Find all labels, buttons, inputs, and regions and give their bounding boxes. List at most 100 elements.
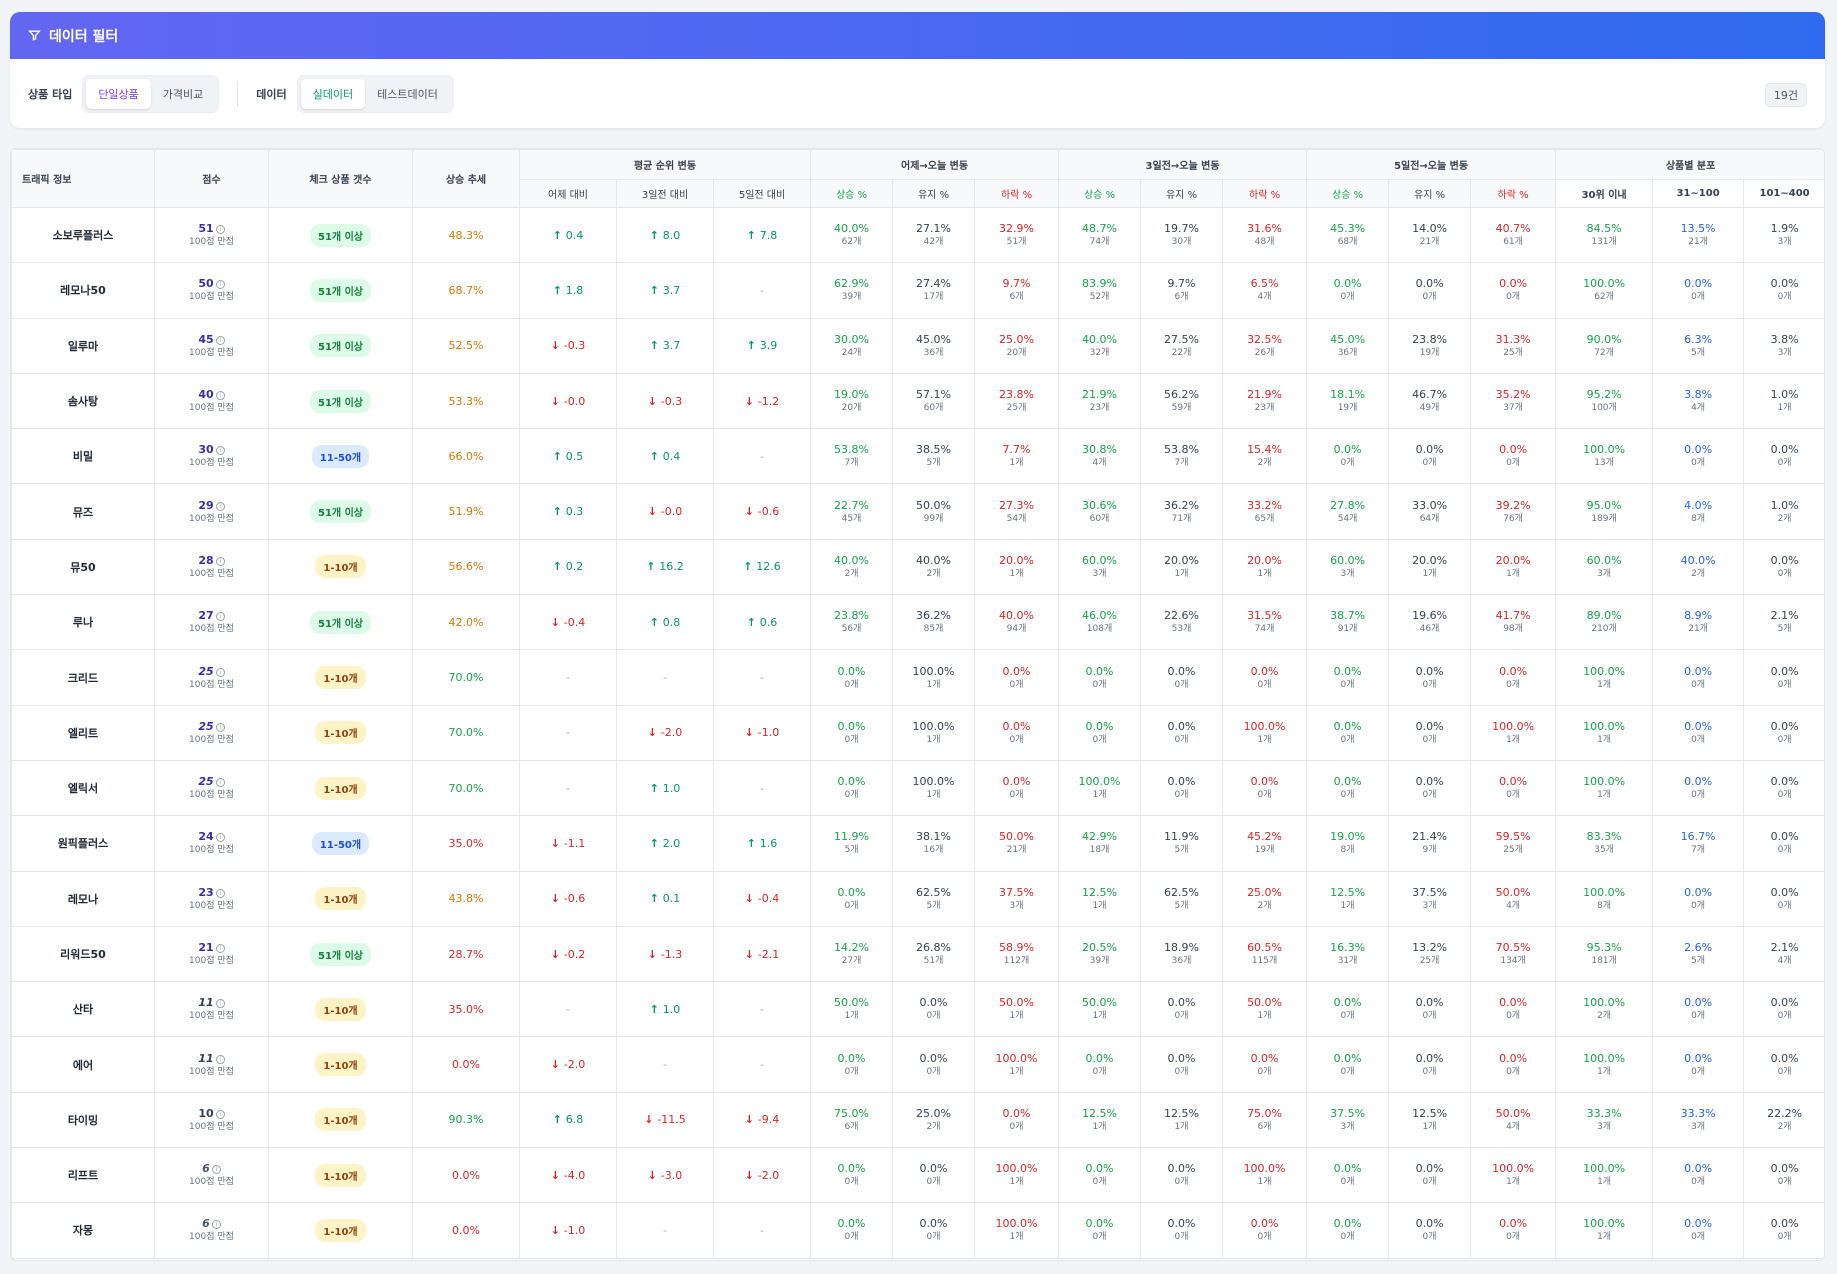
- table-row[interactable]: 레모나50 50 i 100점 만점 51개 이상 68.7% ↑ 1.8 ↑ 3.7-62.…: [11, 262, 1824, 319]
- percent: 62.5%: [916, 885, 951, 899]
- avg-rank-value: -2.0: [660, 726, 683, 740]
- dist-cell: 0.0% 0개: [1652, 1036, 1745, 1093]
- table-row[interactable]: 소보루플러스 51 i 100점 만점 51개 이상 48.3% ↑ 0.4 ↑ 8.0 ↑ 7…: [11, 206, 1824, 264]
- d5-cell: 45.0% 36개: [1306, 317, 1390, 374]
- subheader-d5-up: 상승 %: [1306, 179, 1390, 208]
- info-icon[interactable]: i: [215, 225, 225, 235]
- count: 0개: [1506, 790, 1521, 801]
- table-row[interactable]: 비밀 30 i 100점 만점 11-50개 66.0% ↑ 0.5 ↑ 0.4-53.8% 7…: [11, 428, 1824, 485]
- table-row[interactable]: 엘릭서 25 i 100점 만점 1-10개 70.0% - ↑ 1.0-0.0% 0개 100.…: [11, 759, 1824, 817]
- table-row[interactable]: 자몽 6 i 100점 만점 1-10개 0.0% ↓ -1.0- -0.0% 0개 0.0% 0개…: [11, 1202, 1824, 1259]
- avg-rank-change: -: [616, 649, 714, 706]
- avg-rank-value: -0.6: [757, 505, 780, 519]
- info-icon[interactable]: i: [215, 556, 225, 566]
- count: 2개: [1691, 568, 1706, 579]
- percent: 0.0%: [919, 1217, 948, 1231]
- percent: 31.3%: [1495, 332, 1531, 346]
- percent: 0.0%: [1167, 1162, 1196, 1176]
- info-icon[interactable]: i: [211, 1165, 221, 1175]
- product-type-compare[interactable]: 가격비교: [162, 88, 204, 101]
- empty-value: -: [663, 1058, 667, 1072]
- count: 6개: [1009, 292, 1024, 303]
- table-row[interactable]: 레모나 23 i 100점 만점 1-10개 43.8% ↓ -0.6 ↑ 0.1 ↓ -0.4…: [11, 870, 1824, 927]
- dist-cell: 95.2% 100개: [1555, 372, 1654, 430]
- count: 0개: [1777, 1066, 1792, 1077]
- percent: 12.5%: [1164, 1106, 1199, 1120]
- count: 1개: [1597, 734, 1612, 745]
- count: 0개: [1777, 790, 1792, 801]
- table-row[interactable]: 타이밍 10 i 100점 만점 1-10개 90.3% ↑ 6.8 ↓ -11.5 ↓ -9.…: [11, 1091, 1824, 1149]
- table-row[interactable]: 뮤즈 29 i 100점 만점 51개 이상 51.9% ↑ 0.3 ↓ -0.0 ↓ -0.6…: [11, 483, 1824, 540]
- dist-cell: 0.0% 0개: [1743, 1147, 1824, 1204]
- count: 4개: [1257, 292, 1272, 303]
- d1-cell: 7.7% 1개: [974, 428, 1060, 485]
- arrow-up-icon: ↑: [552, 1113, 566, 1127]
- info-icon[interactable]: i: [215, 778, 225, 788]
- count: 0개: [844, 734, 859, 745]
- percent: 100.0%: [1583, 664, 1626, 678]
- d5-cell: 21.4% 9개: [1388, 815, 1472, 872]
- percent: 20.0%: [1164, 553, 1199, 567]
- info-icon[interactable]: i: [215, 612, 225, 622]
- info-icon[interactable]: i: [215, 280, 225, 290]
- table-row[interactable]: 에어 11 i 100점 만점 1-10개 0.0% ↓ -2.0- -0.0% 0개 0.0% 0…: [11, 1036, 1824, 1093]
- data-source-test[interactable]: 테스트데이터: [377, 88, 438, 101]
- avg-rank-value: -0.0: [660, 505, 683, 519]
- d3-cell: 6.5% 4개: [1222, 262, 1308, 319]
- percent: 19.0%: [834, 388, 869, 402]
- arrow-down-icon: ↓: [744, 726, 758, 740]
- check-count-cell: 1-10개: [268, 649, 413, 706]
- table-row[interactable]: 뮤50 28 i 100점 만점 1-10개 56.6% ↑ 0.2 ↑ 16.2 ↑ 12.6…: [11, 538, 1824, 596]
- info-icon[interactable]: i: [215, 391, 225, 401]
- avg-rank-change: ↓ -1.2: [712, 372, 812, 430]
- d1-cell: 11.9% 5개: [810, 815, 894, 872]
- count: 1개: [1422, 1121, 1437, 1132]
- score-max: 100점 만점: [189, 956, 234, 966]
- table-row[interactable]: 솜사탕 40 i 100점 만점 51개 이상 53.3% ↓ -0.0 ↓ -0.3 ↓ -1…: [11, 372, 1824, 430]
- table-row[interactable]: 산타 11 i 100점 만점 1-10개 35.0% - ↑ 1.0-50.0% 1개 0.0%…: [11, 981, 1824, 1038]
- table-row[interactable]: 원픽플러스 24 i 100점 만점 11-50개 35.0% ↓ -1.1 ↑ 2.0 ↑ 1…: [11, 815, 1824, 872]
- percent: 50.0%: [1082, 996, 1117, 1010]
- info-icon[interactable]: i: [215, 722, 225, 732]
- percent: 38.1%: [916, 830, 951, 844]
- percent: 0.0%: [1684, 1217, 1713, 1231]
- d3-cell: 60.5% 115개: [1222, 925, 1308, 983]
- percent: 100.0%: [995, 1162, 1038, 1176]
- d1-cell: 25.0% 2개: [892, 1091, 976, 1149]
- count: 61개: [1503, 237, 1523, 248]
- percent: 100.0%: [1583, 719, 1626, 733]
- info-icon[interactable]: i: [215, 1109, 225, 1119]
- table-row[interactable]: 루나 27 i 100점 만점 51개 이상 42.0% ↓ -0.4 ↑ 0.8 ↑ 0.6 2…: [11, 594, 1824, 651]
- count: 0개: [1506, 679, 1521, 690]
- info-icon[interactable]: i: [215, 833, 225, 843]
- arrow-up-icon: ↑: [649, 781, 663, 795]
- percent: 13.5%: [1680, 222, 1716, 236]
- dist-cell: 100.0% 13개: [1555, 428, 1654, 485]
- percent: 30.8%: [1082, 443, 1117, 457]
- info-icon[interactable]: i: [215, 999, 225, 1009]
- info-icon[interactable]: i: [215, 1054, 225, 1064]
- table-row[interactable]: 엘리트 25 i 100점 만점 1-10개 70.0% - ↓ -2.0 ↓ -1.0 0.0%…: [11, 704, 1824, 761]
- info-icon[interactable]: i: [215, 335, 225, 345]
- percent: 37.5%: [999, 885, 1034, 899]
- percent: 0.0%: [1770, 1217, 1799, 1231]
- info-icon[interactable]: i: [211, 1220, 221, 1230]
- count: 3개: [1777, 237, 1792, 248]
- info-icon[interactable]: i: [215, 667, 225, 677]
- avg-rank-value: -0.3: [563, 339, 586, 353]
- data-source-real[interactable]: 실데이터: [300, 79, 366, 109]
- avg-rank-change: ↓ -0.4: [712, 870, 812, 927]
- table-row[interactable]: 리워드50 21 i 100점 만점 51개 이상 28.7% ↓ -0.2 ↓ -1.3 ↓ …: [11, 925, 1824, 983]
- dist-cell: 6.3% 5개: [1652, 317, 1745, 374]
- info-icon[interactable]: i: [215, 888, 225, 898]
- count: 0개: [1257, 790, 1272, 801]
- info-icon[interactable]: i: [215, 446, 225, 456]
- info-icon[interactable]: i: [215, 944, 225, 953]
- info-icon[interactable]: i: [215, 501, 225, 511]
- table-row[interactable]: 리프트 6 i 100점 만점 1-10개 0.0% ↓ -4.0 ↓ -3.0 ↓ -2.0 0…: [11, 1147, 1824, 1204]
- trend-value: 68.7%: [412, 262, 520, 319]
- product-type-single[interactable]: 단일상품: [86, 79, 151, 109]
- table-row[interactable]: 크리드 25 i 100점 만점 1-10개 70.0% - - -0.0% 0개 100.0% 1개…: [11, 649, 1824, 706]
- avg-rank-value: -0.4: [757, 892, 780, 906]
- table-row[interactable]: 일루마 45 i 100점 만점 51개 이상 52.5% ↓ -0.3 ↑ 3.7 ↑ 3.9…: [11, 317, 1824, 374]
